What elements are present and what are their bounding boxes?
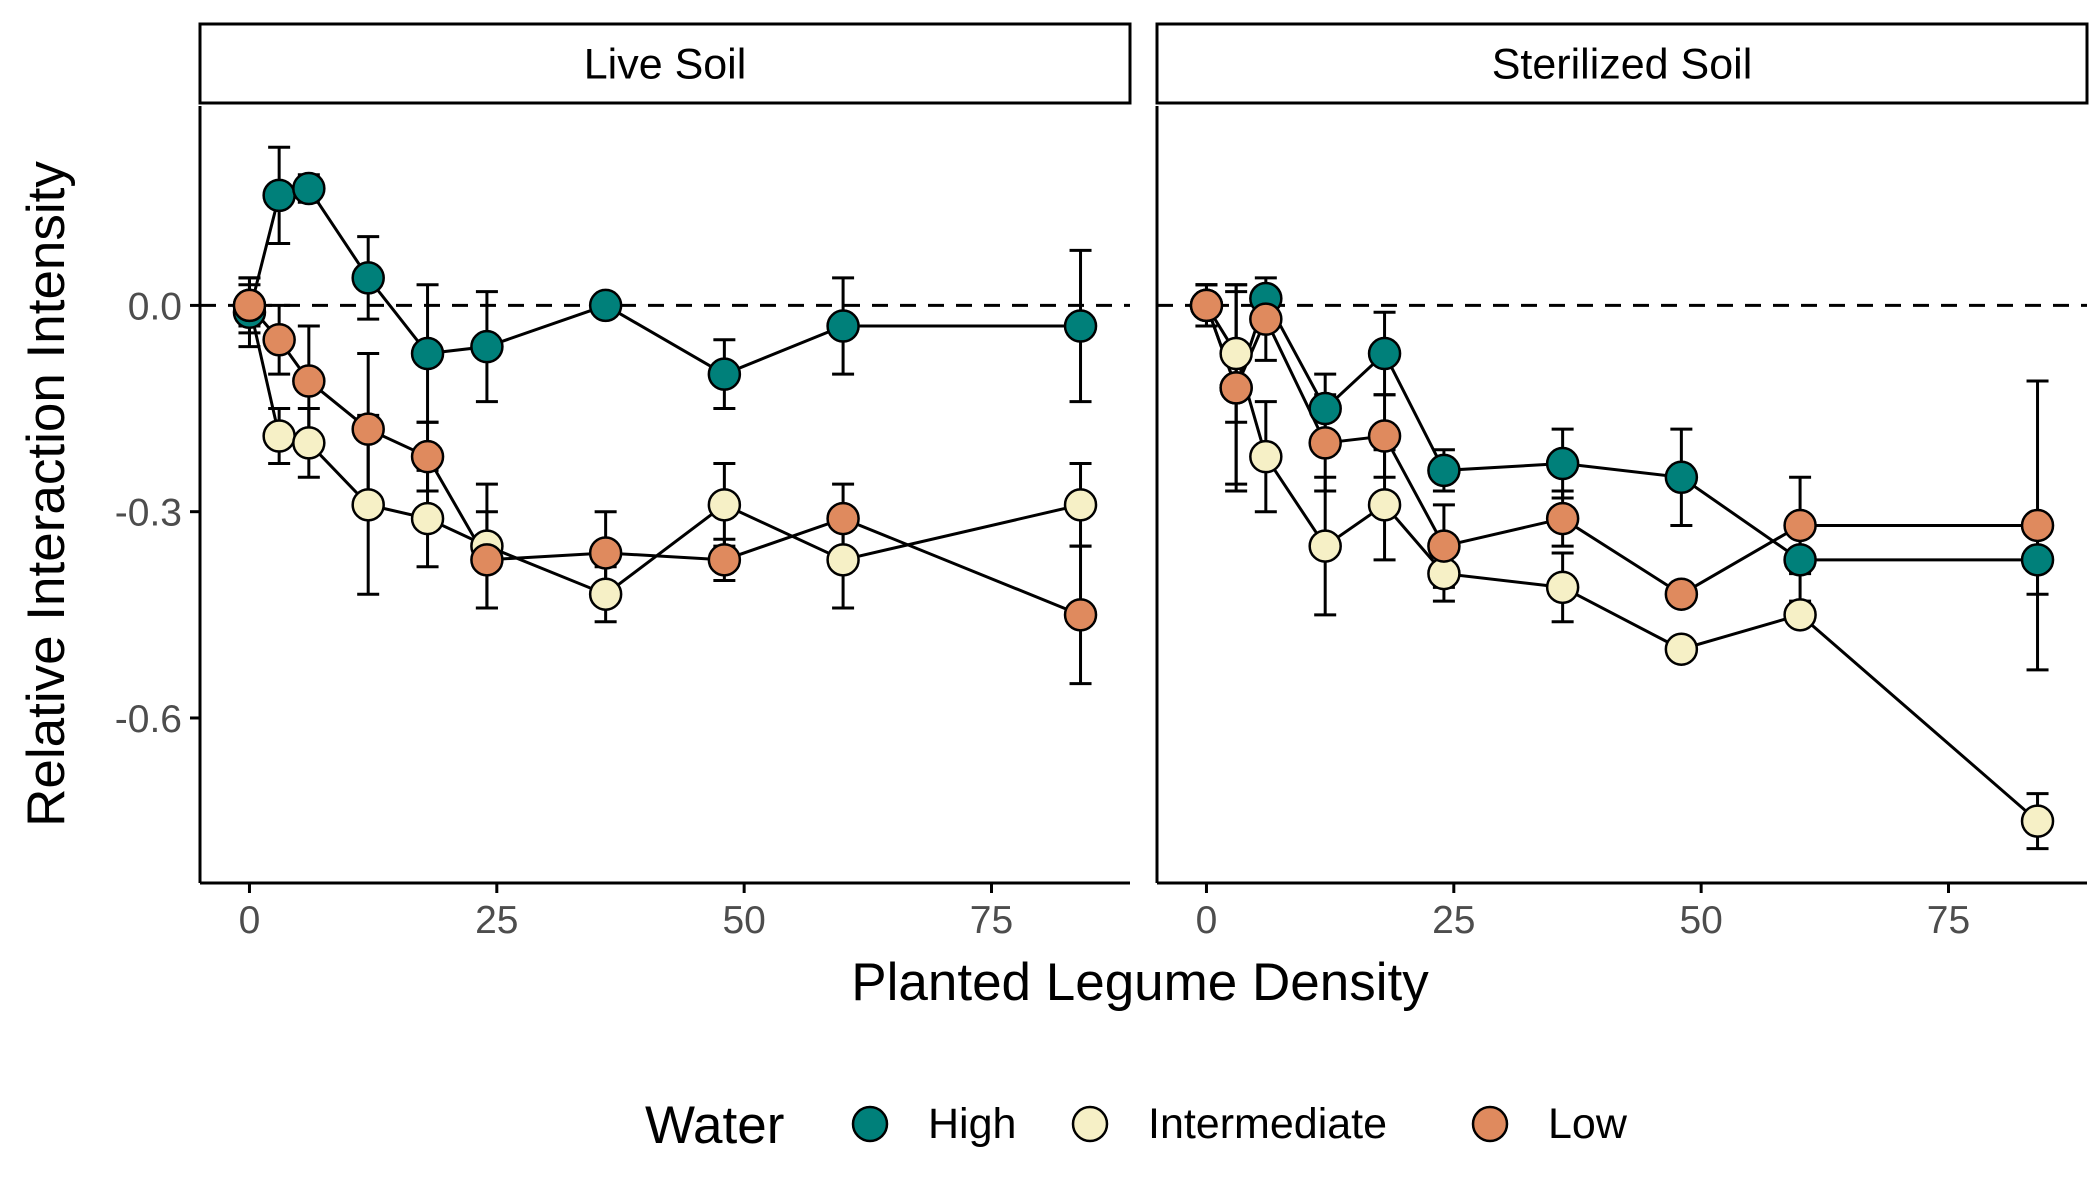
data-point-intermediate [826,543,860,577]
data-point-high [262,178,296,213]
data-point-high [292,171,326,206]
data-point-intermediate [1063,488,1098,522]
data-point-intermediate [588,577,623,611]
data-point-intermediate [410,501,445,536]
y-tick-label: -0.3 [115,492,182,535]
data-point-intermediate [1664,632,1699,666]
legend-marker-low [1471,1105,1509,1143]
data-point-low [470,543,504,577]
data-point-high [826,309,860,343]
data-point-intermediate [707,488,742,522]
data-point-low [588,536,623,570]
data-point-intermediate [1219,336,1253,371]
legend-label-high: High [928,1100,1016,1148]
legend-label-low: Low [1548,1100,1628,1148]
data-point-high [707,357,742,391]
data-point-high [1664,460,1699,495]
data-points [1189,281,2055,838]
data-point-intermediate [1249,439,1283,474]
data-point-high [470,329,504,364]
facet-panel-0: Live Soil 0 25 50 75 0.0 -0.3 -0.6 [115,22,1132,942]
x-tick-label: 0 [1196,899,1218,942]
data-points [232,171,1098,632]
data-point-high [1308,391,1342,426]
data-point-low [292,364,326,398]
data-point-low [1783,508,1817,543]
data-point-low [826,501,860,536]
y-tick-label: -0.6 [115,698,182,741]
x-tick-label: 75 [970,899,1013,942]
y-axis-title: Relative Interaction Intensity [17,161,76,827]
x-tick-label: 25 [1432,899,1475,942]
error-bars [1195,276,2049,851]
x-tick-label: 0 [239,899,261,942]
data-point-intermediate [1367,488,1402,522]
facet-strip [198,22,1132,105]
data-point-high [1427,453,1461,488]
data-point-low [1308,426,1342,460]
facet-panel-1: Sterilized Soil 0 25 50 75 [1155,22,2089,942]
data-point-low [1427,529,1461,563]
legend-marker-high [851,1105,889,1143]
series-line-high [1205,294,2038,562]
x-tick-label: 50 [1679,899,1722,942]
x-tick-label: 25 [475,899,518,942]
data-point-low [410,439,445,474]
data-point-low [232,288,267,323]
legend: Water High Intermediate Low [645,1096,1628,1155]
data-point-high [1367,336,1402,371]
data-point-high [1545,446,1580,481]
data-point-low [1189,288,1224,323]
data-point-low [1063,598,1098,632]
facet-strip [1155,22,2089,105]
data-point-intermediate [2020,804,2055,838]
data-point-intermediate [1545,570,1580,605]
data-point-high [1783,543,1817,577]
data-point-low [262,323,296,357]
data-point-high [2020,543,2055,577]
facets-layer: Live Soil 0 25 50 75 0.0 -0.3 -0.6 Sterilized So… [115,22,2089,942]
series-line-low [248,304,1082,617]
data-point-low [2020,508,2055,543]
legend-title: Water [645,1096,784,1155]
data-point-low [1664,577,1699,611]
facet-title: Live Soil [584,41,747,89]
data-point-low [707,543,742,577]
data-point-high [351,261,385,295]
data-point-low [351,412,385,446]
data-point-high [1063,309,1098,343]
data-point-intermediate [1783,598,1817,632]
series-line-intermediate [1205,304,2039,823]
data-point-low [1219,371,1253,405]
x-tick-label: 50 [722,899,765,942]
x-axis-title: Planted Legume Density [851,953,1429,1012]
data-point-intermediate [351,488,385,522]
data-point-low [1367,419,1402,453]
data-point-low [1249,302,1283,336]
data-point-intermediate [262,419,296,453]
facet-title: Sterilized Soil [1492,41,1753,89]
data-point-high [410,336,445,371]
legend-label-intermediate: Intermediate [1148,1100,1387,1148]
y-tick-label: 0.0 [128,285,182,328]
series-line-intermediate [248,305,1081,596]
series-lines [248,186,1082,617]
legend-marker-intermediate [1071,1105,1109,1143]
data-point-low [1545,501,1580,536]
data-point-intermediate [1308,529,1342,563]
data-point-high [588,288,623,323]
data-point-intermediate [292,426,326,460]
x-tick-label: 75 [1927,899,1970,942]
